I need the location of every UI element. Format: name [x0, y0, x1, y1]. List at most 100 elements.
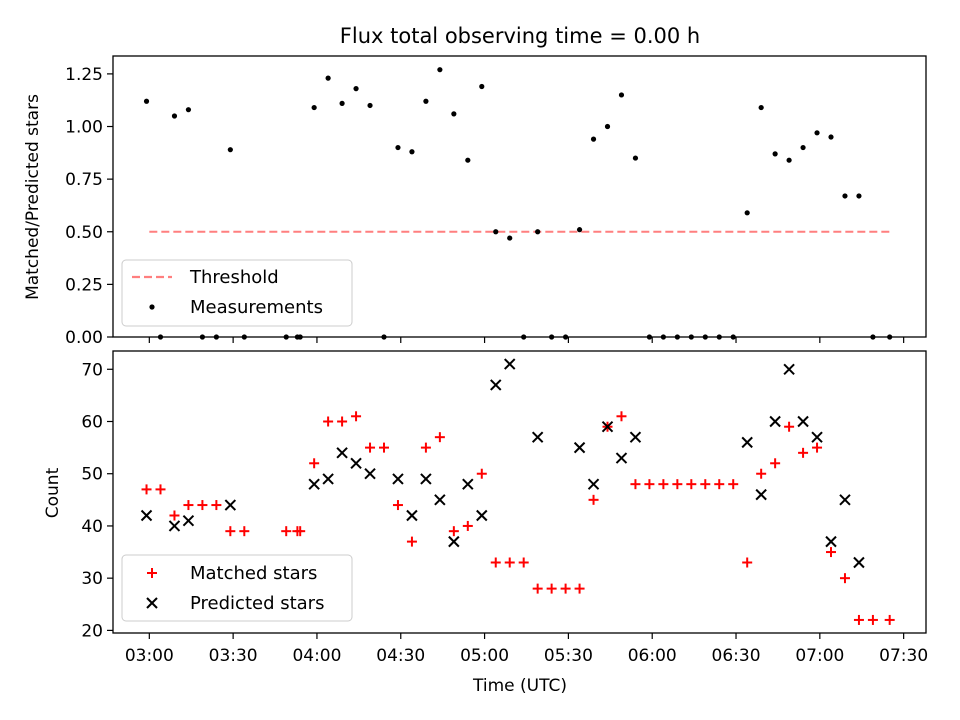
measurement-point — [493, 229, 499, 235]
ratio-panel: Flux total observing time = 0.00 h Match… — [23, 24, 927, 348]
predicted-legend-swatch — [146, 597, 158, 609]
matched-star-point — [476, 468, 487, 479]
matched-star-point — [884, 614, 895, 625]
matched-star-point — [183, 500, 194, 511]
matched-star-point — [658, 479, 669, 490]
matched-star-point — [574, 583, 585, 594]
matched-star-point — [197, 500, 208, 511]
matched-star-point — [392, 500, 403, 511]
x-tick-label: 05:30 — [544, 646, 593, 666]
matched-star-point — [700, 479, 711, 490]
measurement-point — [618, 92, 625, 98]
bottom-y-tick-label: 50 — [81, 465, 103, 485]
predicted-star-point — [797, 415, 809, 428]
predicted-star-point — [853, 556, 865, 569]
matched-star-point — [784, 421, 795, 432]
predicted-star-point — [420, 473, 432, 485]
matched-legend-label: Matched stars — [190, 563, 317, 584]
predicted-star-point — [392, 473, 404, 485]
matched-star-point — [462, 520, 473, 531]
measurement-point — [367, 102, 373, 109]
measurement-point — [786, 157, 792, 163]
matched-star-point — [630, 479, 641, 490]
predicted-star-point — [322, 473, 334, 485]
matched-star-point — [770, 458, 781, 469]
top-x-ticks — [148, 337, 905, 343]
predicted-stars-points — [140, 358, 865, 569]
measurement-point — [353, 86, 359, 92]
matched-star-point — [867, 614, 878, 625]
measurement-point — [744, 210, 750, 216]
matched-star-point — [351, 411, 362, 422]
measurement-point — [590, 136, 597, 142]
matched-star-point — [826, 547, 837, 558]
matched-star-point — [742, 557, 753, 568]
matched-star-point — [532, 583, 543, 594]
top-chart-title: Flux total observing time = 0.00 h — [340, 24, 700, 48]
measurement-point — [311, 104, 317, 111]
x-tick-label: 06:30 — [712, 646, 761, 666]
predicted-star-point — [336, 447, 348, 459]
measurement-point — [604, 123, 611, 130]
matched-star-point — [365, 442, 376, 453]
bottom-y-tick-label: 30 — [81, 569, 103, 589]
matched-star-point — [141, 484, 152, 495]
top-legend-box — [121, 259, 353, 327]
predicted-star-point — [783, 363, 795, 375]
matched-star-point — [839, 573, 850, 584]
top-y-tick-label: 1.00 — [65, 118, 103, 138]
matched-star-point — [504, 557, 515, 568]
predicted-legend-label: Predicted stars — [190, 593, 324, 614]
top-y-axis-label: Matched/Predicted stars — [23, 94, 43, 300]
predicted-star-point — [448, 535, 460, 548]
measurement-point — [185, 107, 192, 113]
predicted-star-point — [839, 494, 851, 506]
predicted-star-point — [224, 499, 237, 511]
matched-star-point — [490, 557, 501, 568]
predicted-star-point — [406, 509, 418, 522]
measurement-point — [576, 227, 583, 233]
matched-star-point — [211, 500, 222, 511]
measurement-point — [814, 130, 820, 136]
predicted-star-point — [434, 494, 446, 506]
matched-star-point — [798, 447, 809, 458]
matched-star-point — [309, 458, 320, 469]
measurement-point — [828, 134, 834, 140]
x-tick-label: 03:30 — [209, 646, 258, 666]
predicted-star-point — [573, 441, 586, 454]
bottom-x-ticks: 03:00 03:30 04:00 04:30 05:00 05:30 06:00 06:30… — [125, 633, 928, 666]
top-y-ticks: 0.00 0.25 0.50 0.75 1.00 1.25 — [65, 65, 113, 348]
predicted-star-point — [755, 488, 767, 501]
matched-star-point — [239, 526, 250, 537]
measurement-point — [465, 157, 471, 163]
predicted-star-point — [769, 415, 781, 428]
bottom-y-axis-label: Count — [43, 467, 63, 518]
matched-star-point — [812, 442, 823, 453]
matched-star-point — [546, 583, 557, 594]
predicted-star-point — [476, 509, 488, 522]
measurements-legend-swatch — [149, 304, 155, 310]
measurement-point — [143, 98, 150, 104]
bottom-y-tick-label: 70 — [81, 360, 103, 380]
predicted-star-point — [825, 535, 837, 548]
predicted-star-point — [364, 468, 376, 480]
predicted-star-point — [350, 457, 362, 469]
top-y-tick-label: 0.00 — [65, 328, 103, 348]
matched-star-point — [672, 479, 683, 490]
bottom-legend-box — [121, 554, 353, 622]
measurement-point — [758, 104, 764, 111]
measurement-point — [437, 67, 443, 73]
predicted-star-point — [140, 509, 153, 522]
matched-star-point — [518, 557, 529, 568]
predicted-star-point — [462, 478, 474, 490]
predicted-star-point — [182, 515, 195, 527]
measurement-point — [479, 83, 485, 90]
matched-star-point — [295, 526, 306, 537]
predicted-star-point — [615, 452, 628, 464]
measurement-point — [772, 151, 778, 157]
matched-star-point — [616, 411, 627, 422]
measurement-point — [409, 149, 415, 155]
measurement-point — [507, 235, 513, 241]
matched-star-point — [323, 416, 334, 427]
